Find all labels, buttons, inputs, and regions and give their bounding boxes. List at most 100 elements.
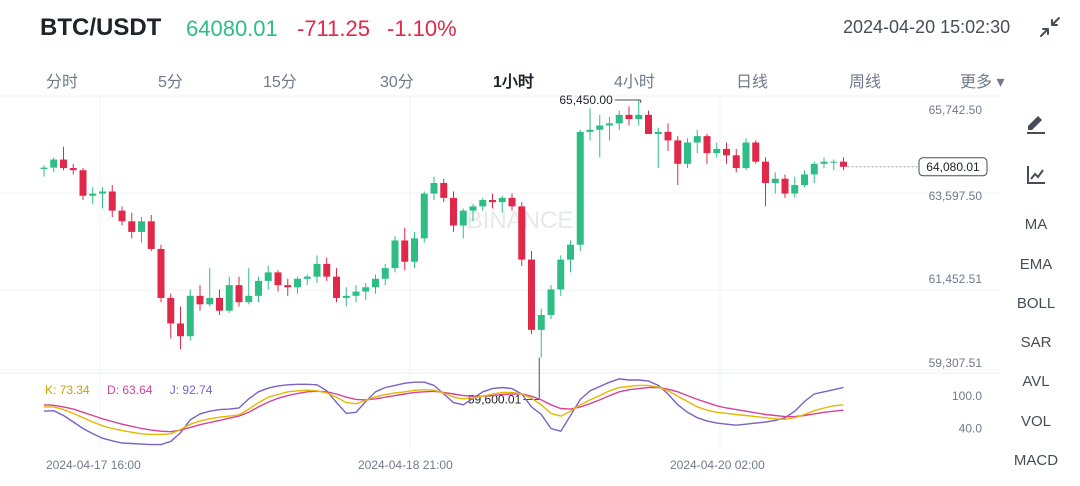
candle-body <box>99 191 106 194</box>
candle-body <box>459 210 467 226</box>
kdj-axis-label: 40.0 <box>959 421 983 435</box>
candle-body <box>206 297 214 305</box>
candle-body <box>567 244 574 260</box>
candle-body <box>108 191 116 211</box>
candle-body <box>381 268 389 279</box>
indicator-vol[interactable]: VOL <box>1020 413 1051 430</box>
candle-body <box>352 291 360 296</box>
ticker-header: BTC/USDT 64080.01 -711.25 -1.10% 2024-04… <box>0 0 1080 56</box>
candle-body <box>60 159 67 169</box>
candle-body <box>723 148 730 156</box>
trading-pair: BTC/USDT <box>40 14 162 41</box>
collapse-arrows-icon[interactable] <box>1038 15 1062 39</box>
tab-weekly[interactable]: 周线 <box>849 74 882 91</box>
price-axis: 65,742.50 63,597.50 61,452.51 59,307.51 <box>929 103 983 370</box>
kdj-axis-label: 100.0 <box>952 389 982 403</box>
kdj-k-label: K: 73.34 <box>45 383 90 397</box>
candle-body <box>528 259 535 330</box>
high-marker-label: 65,450.00 <box>559 93 613 107</box>
last-price-box <box>918 157 988 177</box>
time-axis-label: 2024-04-17 16:00 <box>46 458 141 472</box>
candle-body <box>186 295 194 337</box>
candle-body <box>255 280 262 296</box>
price-axis-label: 65,742.50 <box>929 103 983 117</box>
candle-body <box>430 182 438 194</box>
candle-body <box>469 206 477 211</box>
indicator-ema[interactable]: EMA <box>1019 256 1053 273</box>
last-price-label: 64,080.01 <box>926 160 980 174</box>
candle-body <box>508 197 516 207</box>
candle-body <box>128 221 136 232</box>
candle-body <box>781 178 789 194</box>
candle-body <box>411 238 418 262</box>
tab-fenshi[interactable]: 分时 <box>46 74 79 91</box>
kdj-labels: K: 73.34 D: 63.64 J: 92.74 <box>45 383 226 397</box>
candle-body <box>323 263 331 277</box>
candle-body <box>518 206 526 260</box>
candle-body <box>342 295 350 298</box>
price-axis-label: 59,307.51 <box>929 356 983 370</box>
line-chart-icon[interactable] <box>1024 163 1048 187</box>
tab-4h[interactable]: 4小时 <box>614 74 655 91</box>
candle-body <box>645 114 652 135</box>
last-price: 64080.01 <box>186 16 278 41</box>
candle-body <box>537 314 545 330</box>
pencil-draw-icon[interactable] <box>1024 112 1048 136</box>
chart-grid <box>0 95 1000 450</box>
candle-body <box>401 240 409 262</box>
candle-body <box>654 131 662 135</box>
candle-body <box>225 285 233 311</box>
kdj-indicator: 100.0 40.0 <box>43 378 983 446</box>
kdj-k-line <box>44 384 844 436</box>
candle-body <box>635 114 643 120</box>
candle-body <box>40 167 48 169</box>
candle-body <box>625 114 633 120</box>
candle-body <box>313 263 321 277</box>
time-axis-label: 2024-04-20 02:00 <box>670 458 765 472</box>
candle-body <box>801 174 808 186</box>
indicator-avl[interactable]: AVL <box>1022 373 1050 390</box>
candle-body <box>557 259 565 290</box>
indicator-ma[interactable]: MA <box>1024 216 1048 233</box>
candle-body <box>177 323 184 337</box>
candle-body <box>771 178 779 183</box>
candle-body <box>615 114 623 124</box>
time-axis-label: 2024-04-18 21:00 <box>358 458 453 472</box>
candle-body <box>69 168 77 171</box>
tab-daily[interactable]: 日线 <box>736 74 769 91</box>
candle-body <box>498 197 506 203</box>
candle-body <box>440 182 448 198</box>
indicator-sar[interactable]: SAR <box>1020 334 1052 351</box>
indicator-boll[interactable]: BOLL <box>1016 295 1056 312</box>
candle-body <box>820 161 828 164</box>
tab-30m[interactable]: 30分 <box>380 74 414 91</box>
candlesticks <box>40 99 847 358</box>
price-axis-label: 63,597.50 <box>929 189 983 203</box>
candle-body <box>606 123 613 126</box>
candle-body <box>693 136 701 143</box>
candle-body <box>50 159 58 168</box>
candle-body <box>810 163 818 175</box>
tab-15m[interactable]: 15分 <box>263 74 297 91</box>
candle-body <box>118 210 126 222</box>
indicator-sidebar: MA EMA BOLL SAR AVL VOL MACD <box>1000 100 1080 486</box>
candle-body <box>713 148 721 154</box>
candle-body <box>303 276 311 279</box>
tab-more[interactable]: 更多 ▾ <box>960 74 1005 91</box>
candle-body <box>450 197 457 226</box>
candle-body <box>742 142 750 169</box>
candle-body <box>674 140 682 164</box>
current-datetime: 2024-04-20 15:02:30 <box>843 17 1011 37</box>
candle-body <box>391 240 399 269</box>
candle-body <box>294 278 301 288</box>
candle-body <box>284 285 292 288</box>
tab-5m[interactable]: 5分 <box>158 74 183 91</box>
candle-body <box>830 161 838 163</box>
candle-body <box>157 248 165 298</box>
time-axis: 2024-04-17 16:00 2024-04-18 21:00 2024-04-… <box>46 458 765 472</box>
indicator-macd[interactable]: MACD <box>1013 452 1059 469</box>
price-chart[interactable]: BINANCE 65,742.5063,597.5061,452.5159,30… <box>0 0 1000 486</box>
tab-1h[interactable]: 1小时 <box>493 74 534 91</box>
kdj-d-label: D: 63.64 <box>107 383 153 397</box>
candle-body <box>167 297 175 324</box>
